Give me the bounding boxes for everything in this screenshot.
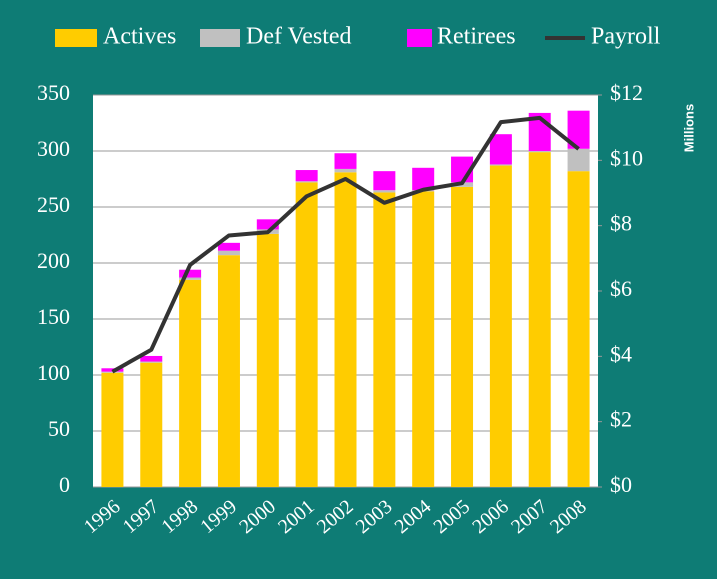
y-tick-label: 350	[37, 80, 70, 105]
bar-segment	[256, 219, 279, 230]
bar-segment	[179, 269, 202, 278]
bar-segment	[217, 255, 240, 487]
bar-segment	[373, 192, 396, 487]
bar-segment	[179, 277, 202, 280]
y2-tick-label: $6	[610, 276, 632, 301]
bar-segment	[451, 186, 474, 487]
bar-segment	[334, 168, 357, 173]
bar-segment	[140, 362, 163, 487]
bar-segment	[179, 279, 202, 487]
bar-segment	[567, 110, 590, 149]
y2-tick-label: $10	[610, 145, 643, 170]
y-tick-label: 0	[59, 472, 70, 497]
y2-tick-label: $2	[610, 407, 632, 432]
bar-segment	[217, 242, 240, 251]
bar-segment	[101, 372, 124, 487]
bar-segment	[373, 171, 396, 191]
y-tick-label: 100	[37, 360, 70, 385]
bar-segment	[528, 152, 551, 487]
bar-segment	[334, 153, 357, 169]
y2-tick-label: $0	[610, 472, 632, 497]
legend-swatch	[200, 29, 240, 47]
bar-segment	[295, 170, 318, 182]
y2-axis-label: Millions	[681, 104, 696, 152]
legend-label: Payroll	[591, 24, 661, 50]
bar-segment	[295, 181, 318, 183]
y-tick-label: 150	[37, 304, 70, 329]
y-tick-label: 300	[37, 136, 70, 161]
legend-swatch	[55, 29, 97, 47]
bar-segment	[373, 190, 396, 193]
legend-label: Def Vested	[246, 24, 352, 50]
legend-label: Actives	[103, 24, 176, 50]
line	[111, 115, 580, 374]
y2-tick-label: $8	[610, 211, 632, 236]
bar-segment	[334, 172, 357, 487]
y2-tick-label: $4	[610, 341, 632, 366]
bar-segment	[489, 134, 512, 165]
bar-segment	[140, 355, 163, 362]
bar-segment	[567, 171, 590, 487]
bar-segment	[412, 167, 435, 191]
bar-segment	[256, 233, 279, 487]
bar-segment	[528, 151, 551, 153]
bar-segment	[489, 165, 512, 487]
bar-segment	[412, 191, 435, 487]
bar-segment	[217, 250, 240, 256]
y-tick-label: 250	[37, 192, 70, 217]
bar-segment	[101, 371, 124, 373]
bar-segment	[567, 148, 590, 172]
legend-swatch	[407, 29, 432, 47]
bar-segment	[489, 164, 512, 166]
bar-segment	[295, 182, 318, 488]
y2-tick-label: $12	[610, 80, 643, 105]
bar-segment	[140, 361, 163, 363]
y-tick-label: 200	[37, 248, 70, 273]
legend-label: Retirees	[437, 24, 516, 50]
y-tick-label: 50	[48, 416, 70, 441]
